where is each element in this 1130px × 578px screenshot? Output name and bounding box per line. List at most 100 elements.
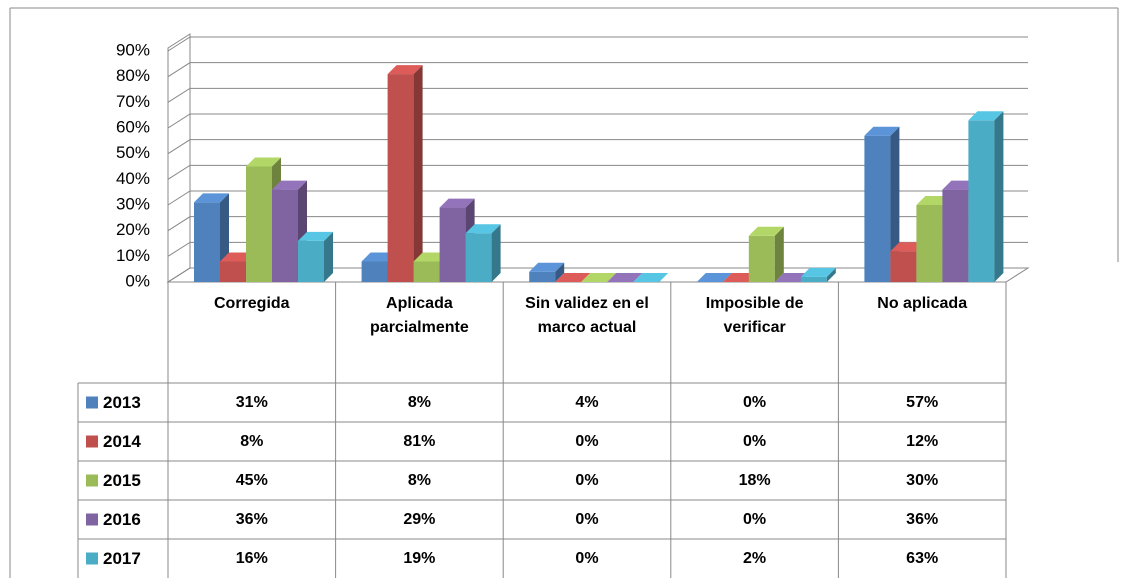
grid-line (167, 216, 1028, 232)
bar-side (826, 267, 836, 282)
data-label: 0% (743, 510, 767, 528)
data-label: 30% (906, 471, 939, 489)
data-label: 81% (403, 432, 436, 450)
category-label: Sin validez en el marco actual (525, 295, 649, 336)
data-label: 19% (403, 549, 436, 567)
bar (864, 135, 891, 282)
bar-top (555, 273, 591, 282)
grid-line (167, 36, 1028, 52)
y-tick-label: 90% (116, 40, 150, 59)
data-label: 16% (235, 549, 268, 567)
bar-top (968, 111, 1004, 121)
y-tick-label: 70% (116, 92, 150, 111)
bar-top (529, 262, 565, 272)
category-label: No aplicada (877, 295, 968, 312)
bar-top (633, 273, 669, 282)
y-tick-label: 20% (116, 220, 150, 239)
y-tick-label: 50% (116, 143, 150, 162)
data-label: 36% (906, 510, 939, 528)
data-label: 0% (575, 432, 599, 450)
data-label: 0% (743, 393, 767, 411)
grid-line (167, 87, 1028, 103)
bar (748, 235, 775, 282)
data-label: 29% (403, 510, 436, 528)
bar-top (748, 226, 784, 236)
category-label: Aplicada parcialmente (370, 295, 469, 336)
data-label: 0% (575, 510, 599, 528)
bar (298, 240, 324, 282)
data-label: 0% (575, 471, 599, 489)
bar-top (581, 273, 617, 282)
bar-side (491, 224, 501, 282)
bar (916, 205, 943, 282)
legend-label: 2014 (103, 432, 141, 451)
y-tick-label: 10% (116, 246, 150, 265)
bar (942, 189, 969, 282)
bar-top (864, 126, 900, 136)
legend-key (86, 552, 98, 565)
data-label: 63% (906, 549, 939, 567)
data-label: 45% (235, 471, 268, 489)
data-label: 2% (743, 549, 767, 567)
bar-top (465, 224, 501, 234)
bar-top (387, 65, 423, 75)
bar-top (696, 273, 732, 282)
data-label: 36% (235, 510, 268, 528)
bar (272, 189, 298, 282)
grid-line (167, 241, 1028, 257)
category-label: Corregida (214, 295, 290, 312)
bar-side (555, 262, 565, 282)
data-label: 8% (240, 432, 264, 450)
bar (439, 207, 466, 282)
bar-top (246, 157, 281, 167)
data-label: 18% (738, 471, 771, 489)
grid-line (167, 267, 1028, 283)
legend-label: 2015 (103, 471, 141, 490)
bar-side (890, 126, 900, 282)
data-label: 4% (575, 393, 599, 411)
bar-side (774, 226, 784, 282)
y-tick-label: 80% (116, 66, 150, 85)
bar (194, 202, 220, 282)
bar (246, 166, 272, 282)
bar (220, 261, 246, 282)
bar (968, 120, 995, 282)
bar-side (994, 111, 1004, 282)
bar-side (413, 65, 423, 282)
data-label: 8% (407, 471, 431, 489)
grid-line (167, 139, 1028, 155)
bar-top (194, 193, 229, 203)
y-tick-label: 0% (125, 271, 150, 290)
bar (800, 276, 827, 282)
bar (361, 261, 388, 282)
grid-line (167, 113, 1028, 129)
data-label: 57% (906, 393, 939, 411)
category-label: Imposible de verificar (705, 295, 804, 336)
bar (413, 261, 440, 282)
grid-line (167, 190, 1028, 206)
data-label: 12% (906, 432, 939, 450)
bar-top (607, 273, 643, 282)
bar-top (439, 198, 475, 208)
legend-key (86, 396, 98, 409)
y-tick-label: 60% (116, 117, 150, 136)
bar-side (324, 231, 333, 282)
bar (890, 251, 917, 282)
bar-top (800, 267, 836, 277)
legend-label: 2017 (103, 549, 141, 568)
bar (465, 233, 492, 282)
legend-key (86, 474, 98, 487)
data-label: 0% (743, 432, 767, 450)
legend-key (86, 513, 98, 526)
bar-top (272, 180, 307, 190)
grid-line (167, 62, 1028, 78)
y-tick-label: 30% (116, 194, 150, 213)
grid-line (167, 164, 1028, 180)
data-label: 0% (575, 549, 599, 567)
data-label: 8% (407, 393, 431, 411)
legend-key (86, 435, 98, 448)
legend-label: 2016 (103, 510, 141, 529)
bar (529, 271, 556, 282)
